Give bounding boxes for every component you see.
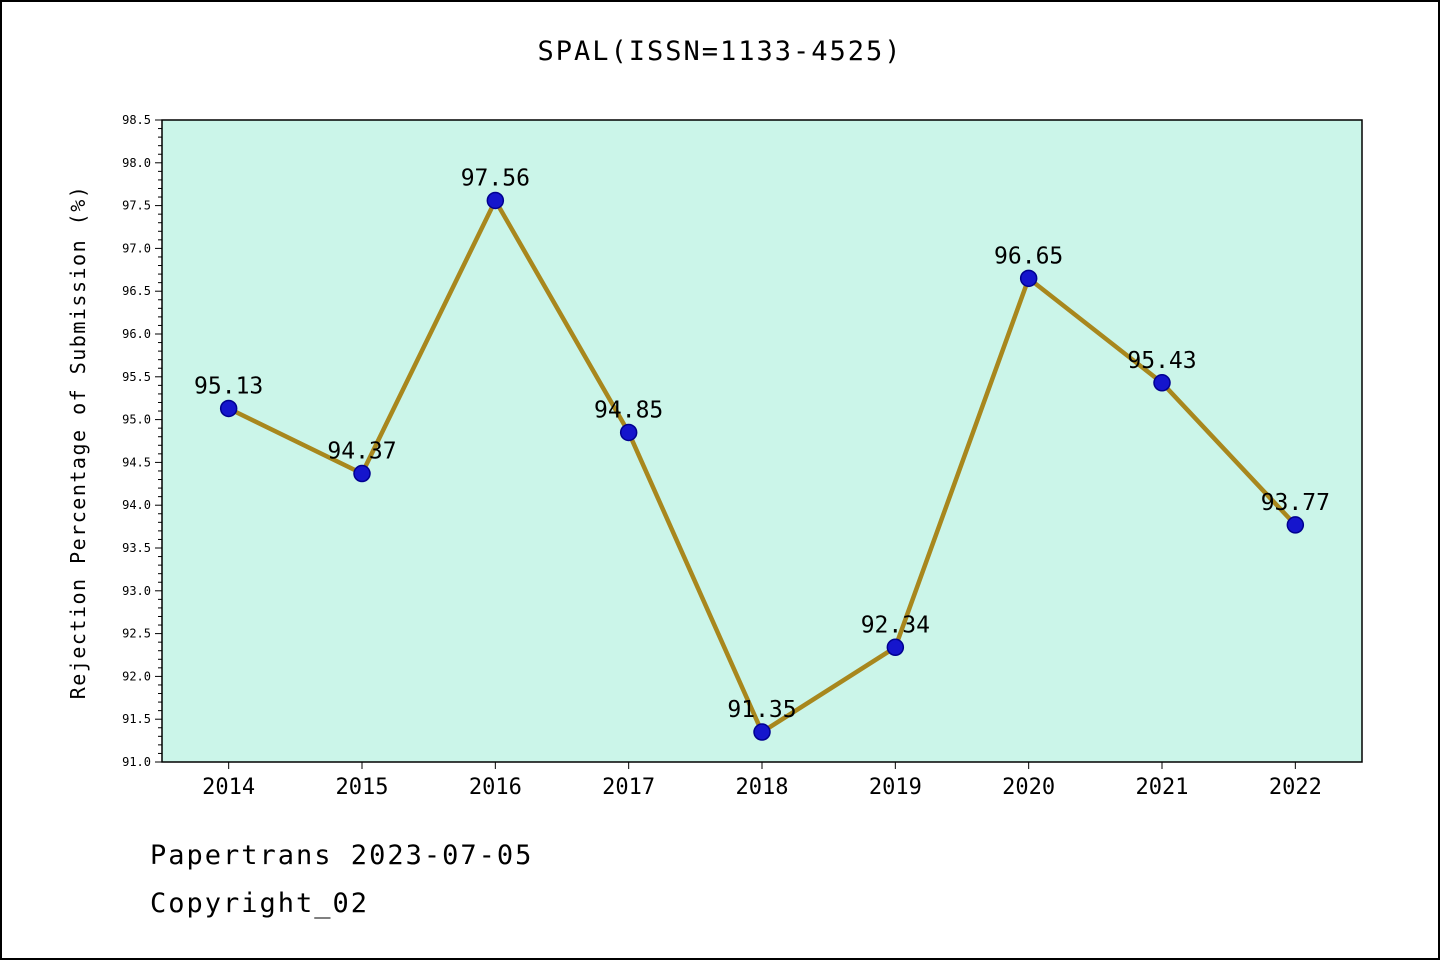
y-tick-label: 98.5	[122, 113, 151, 127]
y-tick-label: 94.0	[122, 498, 151, 512]
footer-papertrans: Papertrans 2023-07-05	[150, 840, 534, 871]
y-tick-label: 95.0	[122, 413, 151, 427]
data-point	[486, 191, 505, 210]
y-tick-label: 97.0	[122, 241, 151, 255]
footer-copyright: Copyright_02	[150, 888, 370, 919]
y-tick-label: 91.0	[122, 755, 151, 769]
x-tick-label: 2022	[1269, 775, 1322, 800]
data-point-label: 91.35	[727, 697, 796, 723]
data-point-label: 96.65	[994, 243, 1063, 269]
x-tick-label: 2015	[336, 775, 389, 800]
y-tick-label: 92.5	[122, 627, 151, 641]
data-point-label: 94.37	[327, 439, 396, 465]
data-point-label: 97.56	[461, 165, 530, 191]
y-tick-label: 95.5	[122, 370, 151, 384]
data-point	[219, 399, 238, 418]
x-tick-label: 2020	[1002, 775, 1055, 800]
y-tick-label: 93.0	[122, 584, 151, 598]
data-point	[1019, 269, 1038, 288]
y-tick-label: 96.0	[122, 327, 151, 341]
y-tick-label: 98.0	[122, 156, 151, 170]
data-point	[753, 723, 771, 741]
plot-border	[161, 119, 1363, 763]
y-tick-label: 93.5	[122, 541, 151, 555]
data-point	[1286, 516, 1305, 534]
data-point	[619, 423, 638, 442]
y-tick-label: 91.5	[122, 712, 151, 726]
x-tick-label: 2014	[202, 775, 255, 800]
data-point-label: 92.34	[861, 612, 930, 638]
x-tick-label: 2018	[736, 775, 789, 800]
plot-background	[162, 120, 1362, 762]
data-point	[353, 464, 371, 483]
x-tick-label: 2019	[869, 775, 922, 800]
x-tick-label: 2016	[469, 775, 522, 800]
y-tick-label: 94.5	[122, 455, 151, 469]
x-tick-label: 2021	[1136, 775, 1189, 800]
data-point-label: 93.77	[1261, 490, 1330, 516]
y-tick-label: 92.0	[122, 669, 151, 683]
data-point-label: 94.85	[594, 397, 663, 423]
data-point	[1153, 374, 1171, 392]
data-point	[886, 638, 905, 657]
chart-title: SPAL(ISSN=1133-4525)	[537, 36, 903, 67]
data-point-label: 95.43	[1127, 348, 1196, 374]
y-tick-label: 97.5	[122, 199, 151, 213]
y-tick-label: 96.5	[122, 284, 151, 298]
x-tick-label: 2017	[602, 775, 655, 800]
data-point-label: 95.13	[194, 373, 263, 399]
